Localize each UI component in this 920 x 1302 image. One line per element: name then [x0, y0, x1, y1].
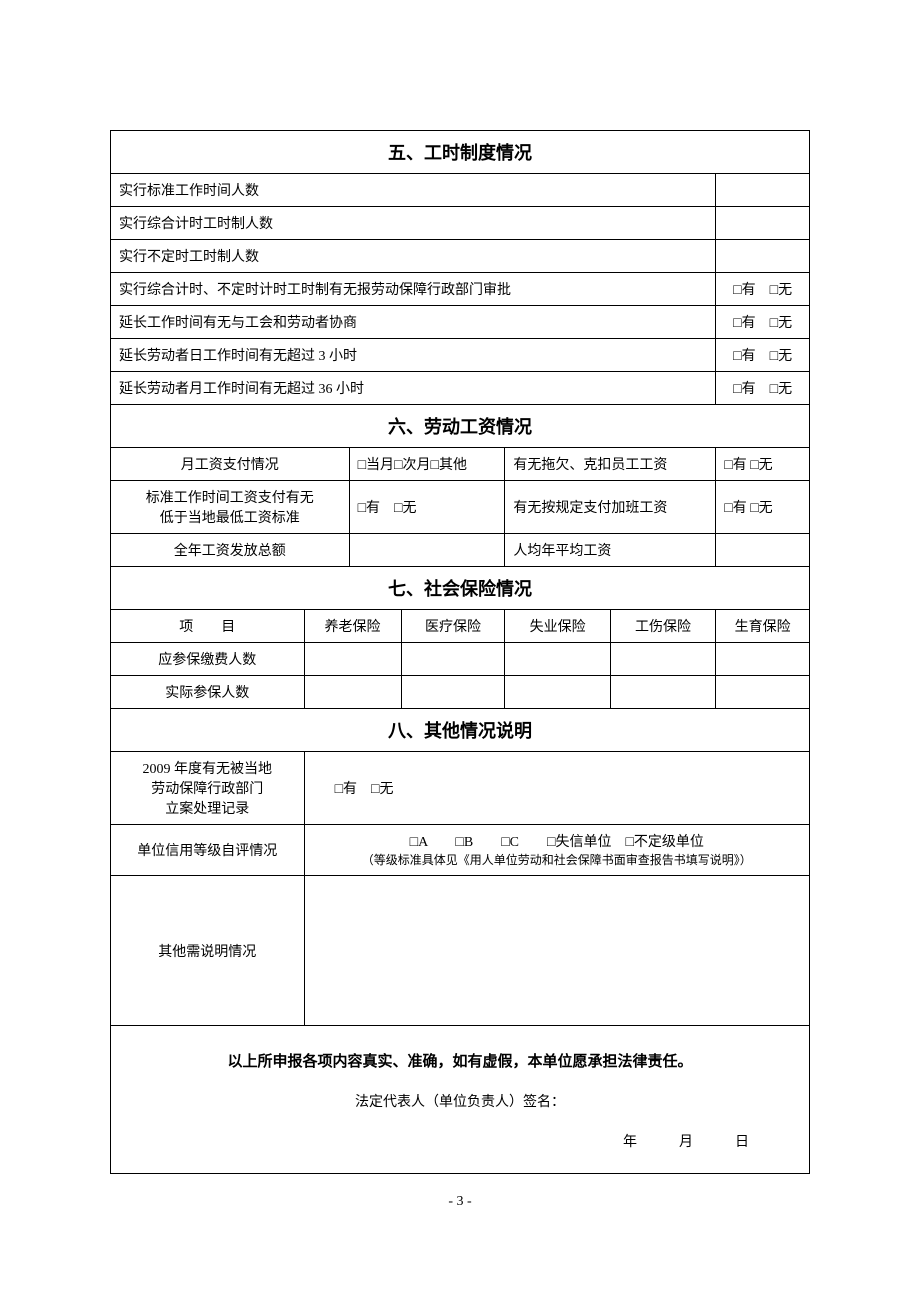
table-row: 应参保缴费人数: [111, 643, 810, 676]
signature-label: 法定代表人（单位负责人）签名：: [131, 1086, 789, 1120]
s7-r0-v4[interactable]: [610, 643, 715, 676]
s6-r3-c1: 全年工资发放总额: [111, 534, 350, 567]
label-text: 劳动保障行政部门: [151, 782, 263, 797]
section5-title: 五、工时制度情况: [111, 131, 810, 174]
main-table: 五、工时制度情况 实行标准工作时间人数 实行综合计时工时制人数 实行不定时工时制…: [110, 130, 810, 1174]
label-text: 立案处理记录: [165, 802, 249, 817]
section8-title: 八、其他情况说明: [111, 709, 810, 752]
s7-h5: 生育保险: [716, 610, 810, 643]
s7-r1-v3[interactable]: [505, 676, 610, 709]
table-row: 延长劳动者月工作时间有无超过 36 小时 □有 □无: [111, 372, 810, 405]
s6-r3-c4[interactable]: [716, 534, 810, 567]
table-row: 单位信用等级自评情况 □A □B □C □失信单位 □不定级单位 （等级标准具体…: [111, 825, 810, 876]
s5-yn2-opts[interactable]: □有 □无: [716, 339, 810, 372]
s6-r2-c1: 标准工作时间工资支付有无 低于当地最低工资标准: [111, 481, 350, 534]
label-text: 标准工作时间工资支付有无: [146, 491, 314, 506]
table-row: 实行综合计时、不定时计时工时制有无报劳动保障行政部门审批 □有 □无: [111, 273, 810, 306]
section6-title: 六、劳动工资情况: [111, 405, 810, 448]
table-row: 延长工作时间有无与工会和劳动者协商 □有 □无: [111, 306, 810, 339]
declaration-cell: 以上所申报各项内容真实、准确，如有虚假，本单位愿承担法律责任。 法定代表人（单位…: [111, 1026, 810, 1174]
s6-r1-c1: 月工资支付情况: [111, 448, 350, 481]
s5-irregular-value[interactable]: [716, 240, 810, 273]
date-field[interactable]: 年 月 日: [131, 1126, 789, 1160]
s8-r1-opts[interactable]: □有 □无: [304, 752, 809, 825]
s5-yn0-label: 实行综合计时、不定时计时工时制有无报劳动保障行政部门审批: [111, 273, 716, 306]
s7-r0-label: 应参保缴费人数: [111, 643, 305, 676]
s5-yn1-label: 延长工作时间有无与工会和劳动者协商: [111, 306, 716, 339]
s5-combined-label: 实行综合计时工时制人数: [111, 207, 716, 240]
s7-r0-v3[interactable]: [505, 643, 610, 676]
s7-r1-v2[interactable]: [401, 676, 505, 709]
declaration-row: 以上所申报各项内容真实、准确，如有虚假，本单位愿承担法律责任。 法定代表人（单位…: [111, 1026, 810, 1174]
table-row: 实行不定时工时制人数: [111, 240, 810, 273]
table-row: 实行标准工作时间人数: [111, 174, 810, 207]
s5-yn3-opts[interactable]: □有 □无: [716, 372, 810, 405]
s6-r3-c2[interactable]: [349, 534, 505, 567]
s6-r2-c2[interactable]: □有 □无: [349, 481, 505, 534]
s5-combined-value[interactable]: [716, 207, 810, 240]
s7-h4: 工伤保险: [610, 610, 715, 643]
s7-r1-v5[interactable]: [716, 676, 810, 709]
table-row: 标准工作时间工资支付有无 低于当地最低工资标准 □有 □无 有无按规定支付加班工…: [111, 481, 810, 534]
checkbox-yes[interactable]: □有: [733, 283, 755, 298]
section7-title: 七、社会保险情况: [111, 567, 810, 610]
checkbox-no[interactable]: □无: [770, 283, 792, 298]
s6-r2-c4[interactable]: □有 □无: [716, 481, 810, 534]
table-row: 其他需说明情况: [111, 876, 810, 1026]
s8-r1-label: 2009 年度有无被当地 劳动保障行政部门 立案处理记录: [111, 752, 305, 825]
table-row: 全年工资发放总额 人均年平均工资: [111, 534, 810, 567]
s5-std-hours-value[interactable]: [716, 174, 810, 207]
table-row: 2009 年度有无被当地 劳动保障行政部门 立案处理记录 □有 □无: [111, 752, 810, 825]
s7-h0: 项 目: [111, 610, 305, 643]
s7-r1-v1[interactable]: [304, 676, 401, 709]
s7-h2: 医疗保险: [401, 610, 505, 643]
s8-r3-value[interactable]: [304, 876, 809, 1026]
s7-r0-v1[interactable]: [304, 643, 401, 676]
rating-note: （等级标准具体见《用人单位劳动和社会保障书面审查报告书填写说明》）: [362, 853, 752, 867]
table-row: 实行综合计时工时制人数: [111, 207, 810, 240]
s7-r1-label: 实际参保人数: [111, 676, 305, 709]
table-row: 月工资支付情况 □当月□次月□其他 有无拖欠、克扣员工工资 □有 □无: [111, 448, 810, 481]
checkbox-yes[interactable]: □有: [733, 382, 755, 397]
declaration-statement: 以上所申报各项内容真实、准确，如有虚假，本单位愿承担法律责任。: [131, 1044, 789, 1080]
table-row: 实际参保人数: [111, 676, 810, 709]
checkbox-yes[interactable]: □有: [733, 316, 755, 331]
s7-r0-v5[interactable]: [716, 643, 810, 676]
s5-irregular-label: 实行不定时工时制人数: [111, 240, 716, 273]
table-row: 延长劳动者日工作时间有无超过 3 小时 □有 □无: [111, 339, 810, 372]
table-row: 项 目 养老保险 医疗保险 失业保险 工伤保险 生育保险: [111, 610, 810, 643]
s5-yn2-label: 延长劳动者日工作时间有无超过 3 小时: [111, 339, 716, 372]
s6-r1-c4[interactable]: □有 □无: [716, 448, 810, 481]
rating-options[interactable]: □A □B □C □失信单位 □不定级单位: [410, 835, 704, 850]
s5-std-hours-label: 实行标准工作时间人数: [111, 174, 716, 207]
s7-r0-v2[interactable]: [401, 643, 505, 676]
form-page: 五、工时制度情况 实行标准工作时间人数 实行综合计时工时制人数 实行不定时工时制…: [0, 0, 920, 1250]
label-text: 低于当地最低工资标准: [160, 511, 300, 526]
label-text: 2009 年度有无被当地: [143, 762, 273, 777]
checkbox-no[interactable]: □无: [770, 349, 792, 364]
s7-h3: 失业保险: [505, 610, 610, 643]
s5-yn0-opts[interactable]: □有 □无: [716, 273, 810, 306]
checkbox-no[interactable]: □无: [770, 382, 792, 397]
s6-r1-c2[interactable]: □当月□次月□其他: [349, 448, 505, 481]
s7-r1-v4[interactable]: [610, 676, 715, 709]
s8-r3-label: 其他需说明情况: [111, 876, 305, 1026]
page-number: - 3 -: [110, 1194, 810, 1210]
s7-h1: 养老保险: [304, 610, 401, 643]
s8-r2-opts[interactable]: □A □B □C □失信单位 □不定级单位 （等级标准具体见《用人单位劳动和社会…: [304, 825, 809, 876]
checkbox-no[interactable]: □无: [770, 316, 792, 331]
s6-r3-c3: 人均年平均工资: [505, 534, 716, 567]
s6-r1-c3: 有无拖欠、克扣员工工资: [505, 448, 716, 481]
checkbox-yes[interactable]: □有: [733, 349, 755, 364]
s5-yn3-label: 延长劳动者月工作时间有无超过 36 小时: [111, 372, 716, 405]
s6-r2-c3: 有无按规定支付加班工资: [505, 481, 716, 534]
s8-r2-label: 单位信用等级自评情况: [111, 825, 305, 876]
s5-yn1-opts[interactable]: □有 □无: [716, 306, 810, 339]
